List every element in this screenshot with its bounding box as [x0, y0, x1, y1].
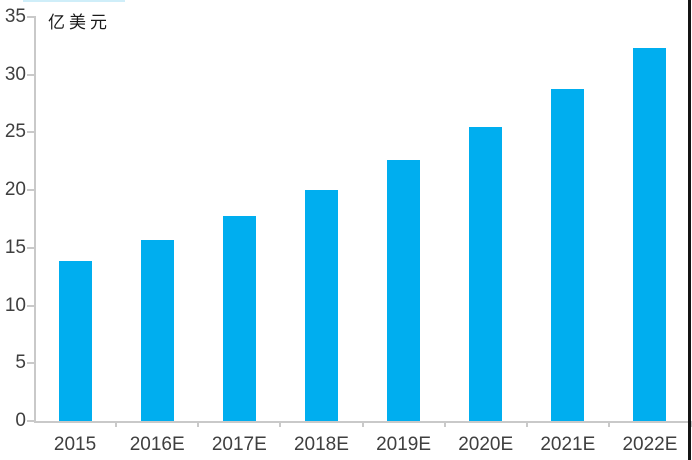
x-tick-1 [115, 421, 118, 427]
y-axis-line [34, 16, 36, 422]
y-tick-0 [27, 420, 35, 422]
x-category-label-2020E: 2020E [458, 434, 514, 455]
x-tick-7 [607, 421, 610, 427]
bar-2018E [304, 190, 338, 421]
y-tick-label-20: 20 [4, 179, 26, 201]
y-tick-label-35: 35 [4, 6, 26, 27]
x-category-label-2022E: 2022E [622, 434, 678, 455]
bar-2021E [551, 88, 585, 421]
y-tick-label-30: 30 [4, 63, 26, 85]
image-right-border [688, 0, 691, 460]
x-tick-5 [443, 421, 446, 427]
x-category-label-2017E: 2017E [211, 434, 267, 455]
x-tick-8 [690, 421, 692, 427]
y-tick-label-25: 25 [4, 121, 26, 143]
x-tick-6 [525, 421, 528, 427]
bar-2015 [58, 260, 92, 421]
x-category-label-2015: 2015 [53, 434, 97, 455]
bar-2016E [140, 239, 174, 421]
x-tick-2 [197, 421, 200, 427]
bar-2019E [387, 160, 421, 421]
x-category-label-2021E: 2021E [540, 434, 596, 455]
bar-2017E [222, 215, 256, 421]
x-tick-3 [279, 421, 282, 427]
y-tick-10 [27, 304, 35, 307]
y-tick-30 [27, 73, 35, 76]
y-axis-unit-label: 亿美元 [48, 13, 111, 33]
y-tick-20 [27, 189, 35, 192]
x-category-label-2018E: 2018E [293, 434, 349, 455]
x-category-label-2016E: 2016E [129, 434, 185, 455]
bar-2022E [633, 48, 667, 421]
y-tick-15 [27, 246, 35, 249]
top-edge-artifact [23, 0, 125, 2]
y-tick-5 [27, 362, 35, 365]
bar-2020E [469, 126, 503, 421]
y-tick-label-10: 10 [4, 294, 26, 316]
y-tick-label-15: 15 [4, 236, 26, 258]
x-category-label-2019E: 2019E [376, 434, 432, 455]
y-tick-35 [27, 16, 35, 18]
y-tick-label-0: 0 [15, 410, 26, 431]
y-tick-25 [27, 131, 35, 134]
y-tick-label-5: 5 [15, 352, 26, 374]
x-tick-4 [361, 421, 364, 427]
